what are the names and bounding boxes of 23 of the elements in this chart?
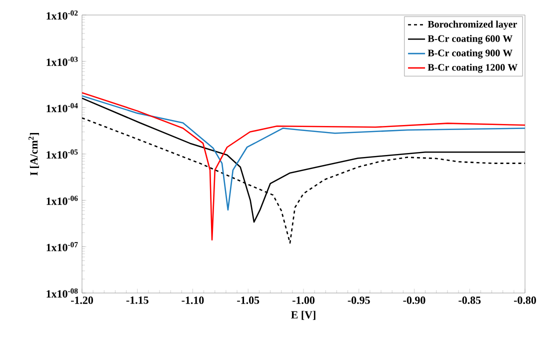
x-tick-label: -1.10 xyxy=(182,296,204,304)
y-tick-label: 1x10$^{-07}$ xyxy=(46,242,78,252)
x-axis-title: E [V] xyxy=(291,310,316,320)
x-tick-label: -1.00 xyxy=(292,296,314,304)
x-tick-label: -1.05 xyxy=(237,296,260,304)
y-tick-label: 1x10$^{-08}$ xyxy=(46,288,78,298)
y-tick-label: 1x10$^{-05}$ xyxy=(46,149,78,159)
x-tick-label: -1.15 xyxy=(126,296,148,304)
x-tick-label: -0.85 xyxy=(458,296,481,304)
y-axis-title: I [A/cm$^{2}$] xyxy=(28,133,39,176)
x-tick-label: -0.80 xyxy=(514,296,536,304)
x-tick-label: -0.95 xyxy=(348,296,370,304)
legend-label: B-Cr coating 900 W xyxy=(428,49,512,58)
line-series xyxy=(82,92,526,241)
x-tick-label: -1.20 xyxy=(70,296,93,304)
legend-label: Borochromized layer xyxy=(428,20,518,30)
y-tick-label: 1x10$^{-04}$ xyxy=(46,103,78,112)
y-tick-label: 1x10$^{-03}$ xyxy=(46,56,78,66)
x-tick-label: -0.90 xyxy=(403,296,426,304)
legend-label: B-Cr coating 600 W xyxy=(428,34,512,44)
legend-label: B-Cr coating 1200 W xyxy=(428,64,518,73)
y-tick-label: 1x10$^{-02}$ xyxy=(46,10,78,20)
y-tick-label: 1x10$^{-06}$ xyxy=(46,196,78,205)
